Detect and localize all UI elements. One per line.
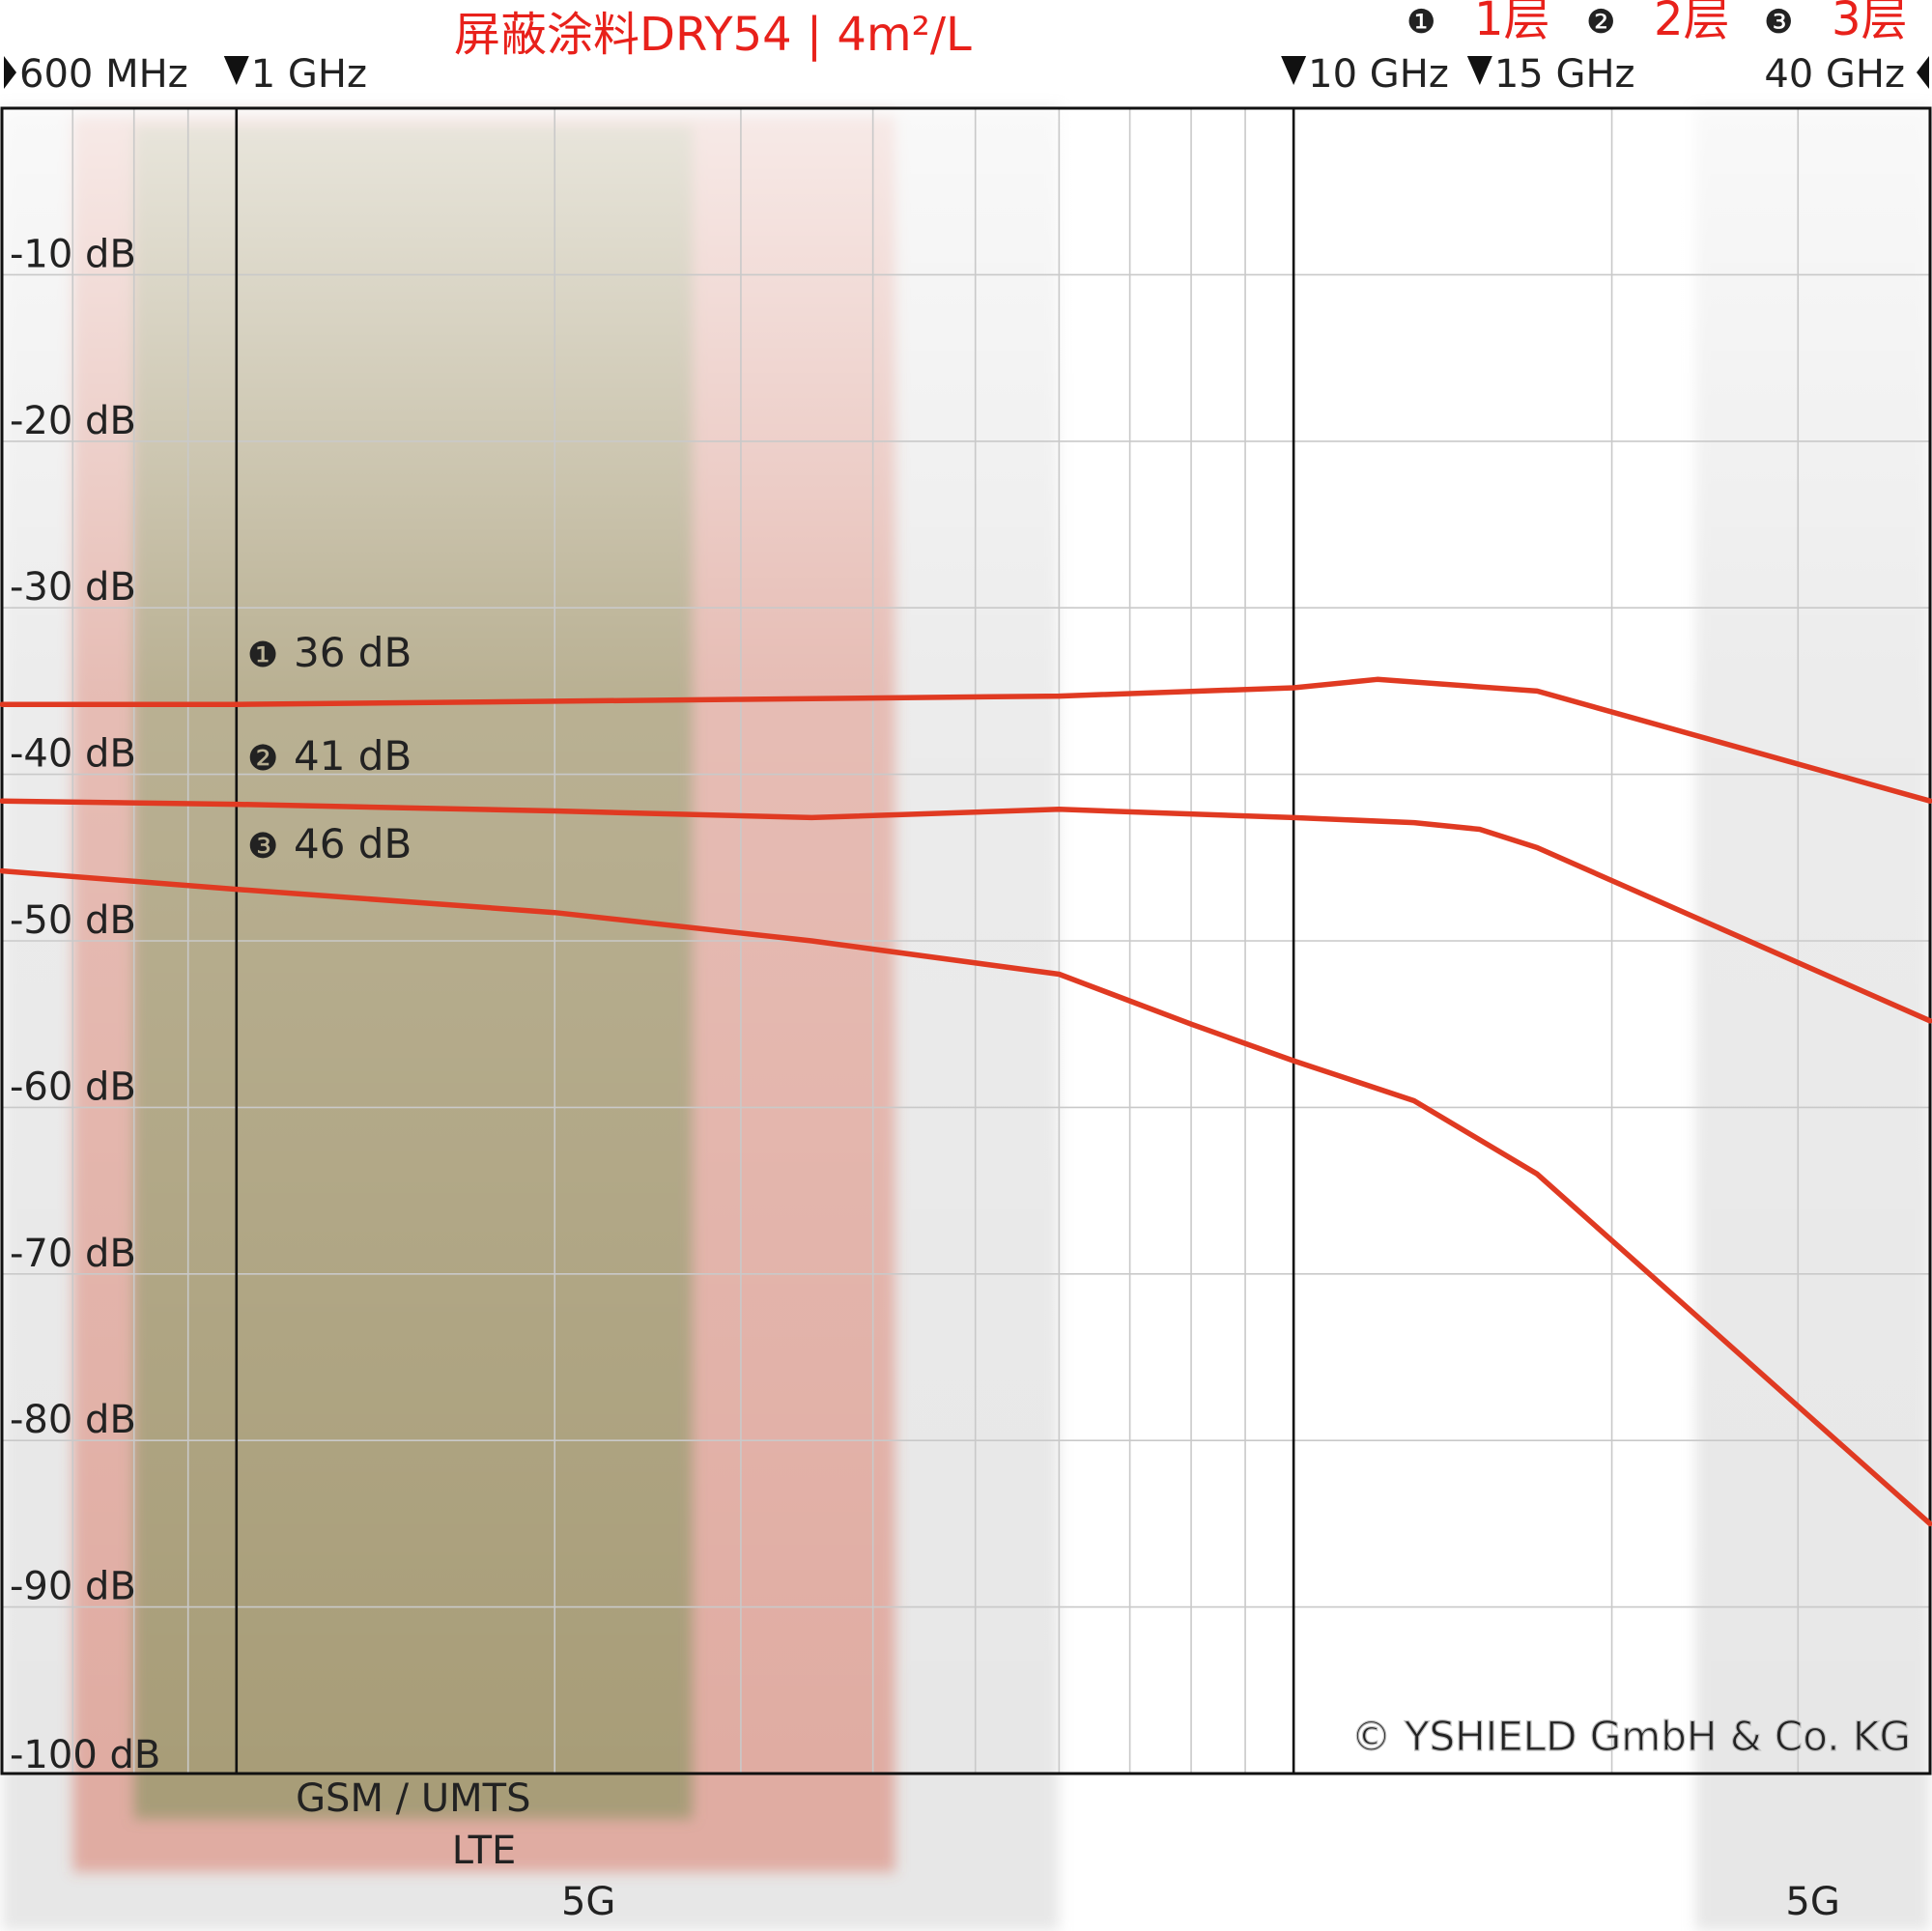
y-tick-label: -50 dB bbox=[10, 898, 136, 943]
band-label: GSM / UMTS bbox=[296, 1776, 530, 1821]
series-1-annotation: 36 dB bbox=[294, 629, 412, 676]
y-tick-label: -40 dB bbox=[10, 732, 136, 777]
y-tick-label: -60 dB bbox=[10, 1065, 136, 1109]
series-1-marker: ❶ bbox=[247, 636, 278, 675]
band-label: LTE bbox=[452, 1829, 516, 1873]
x-top-label: 10 GHz bbox=[1308, 52, 1449, 97]
plot-frame bbox=[0, 106, 1932, 1775]
series-2-marker: ❷ bbox=[247, 739, 278, 779]
y-tick-label: -20 dB bbox=[10, 399, 136, 443]
series-2-line bbox=[0, 798, 1932, 1024]
x-top-label: 1 GHz bbox=[251, 52, 367, 97]
y-tick-label: -90 dB bbox=[10, 1565, 136, 1609]
series-3-annotation: 46 dB bbox=[294, 820, 412, 867]
series-1-line bbox=[0, 676, 1932, 804]
legend-label: 3层 bbox=[1832, 0, 1908, 46]
y-tick-label: -30 dB bbox=[10, 565, 136, 610]
band-label: 5G bbox=[561, 1880, 615, 1924]
down-triangle-icon bbox=[223, 56, 249, 85]
series-3-line bbox=[0, 867, 1932, 1527]
left-triangle-icon bbox=[1917, 56, 1929, 89]
legend-label: 2层 bbox=[1654, 0, 1730, 46]
x-top-label: 600 MHz bbox=[19, 52, 188, 97]
x-top-label: 15 GHz bbox=[1494, 52, 1635, 97]
y-tick-label: -10 dB bbox=[10, 232, 136, 276]
series-2-annotation: 41 dB bbox=[294, 732, 412, 780]
y-tick-label: -80 dB bbox=[10, 1398, 136, 1442]
legend-marker: ❶ bbox=[1406, 3, 1435, 42]
watermark: © YSHIELD GmbH & Co. KG bbox=[1351, 1713, 1912, 1760]
down-triangle-icon bbox=[1281, 56, 1307, 85]
legend-marker: ❷ bbox=[1586, 3, 1615, 42]
right-triangle-icon bbox=[4, 56, 16, 89]
down-triangle-icon bbox=[1466, 56, 1492, 85]
legend-marker: ❸ bbox=[1764, 3, 1793, 42]
series-3-marker: ❸ bbox=[247, 827, 278, 866]
band-label: 5G bbox=[1785, 1880, 1839, 1924]
x-top-label: 40 GHz bbox=[1764, 52, 1905, 97]
chart-title: 屏蔽涂料DRY54 | 4m²/L bbox=[454, 8, 972, 62]
legend-label: 1层 bbox=[1474, 0, 1550, 46]
y-tick-label: -70 dB bbox=[10, 1232, 136, 1276]
y-tick-label: -100 dB bbox=[10, 1733, 160, 1777]
